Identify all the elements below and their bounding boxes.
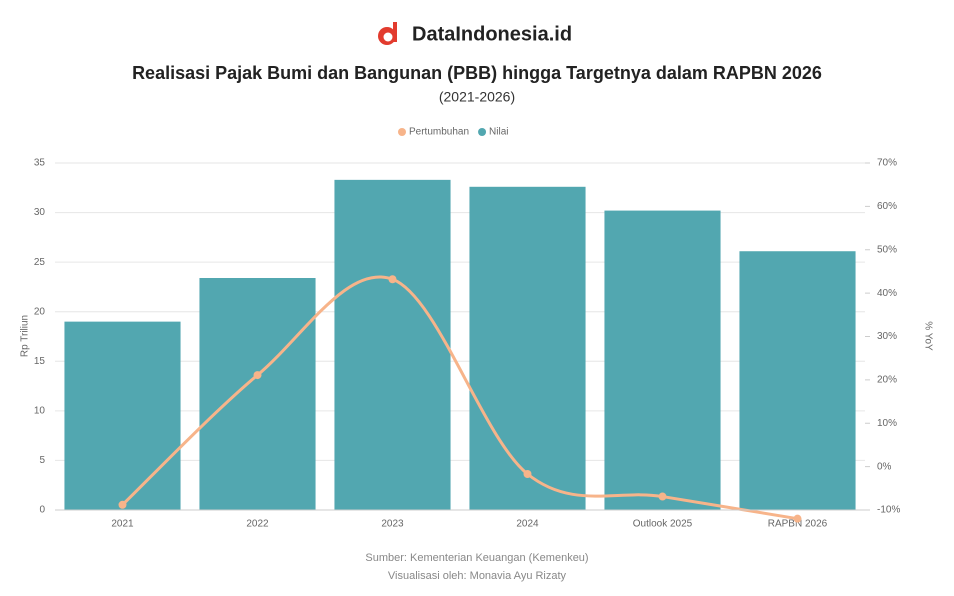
bar xyxy=(739,251,856,511)
y2-tick-label: 0% xyxy=(877,461,892,472)
bar xyxy=(199,278,316,510)
bar xyxy=(334,179,451,510)
y-axis-label: Rp Triliun xyxy=(20,315,31,357)
y2-tick-label: 10% xyxy=(877,418,897,429)
point xyxy=(658,492,667,501)
chart-subtitle: (2021-2026) xyxy=(439,89,515,105)
x-tick-label: Outlook 2025 xyxy=(633,519,693,530)
y-tick-label: 35 xyxy=(34,158,46,169)
y2-tick-label: 20% xyxy=(877,375,897,386)
y-tick-label: 30 xyxy=(34,207,46,218)
y2-tick-label: 30% xyxy=(877,331,897,342)
y-tick-label: 10 xyxy=(34,405,46,416)
y2-tick-label: -10% xyxy=(877,505,900,516)
y2-tick-label: 70% xyxy=(877,158,897,169)
x-tick-label: 2022 xyxy=(246,519,269,530)
x-tick-label: RAPBN 2026 xyxy=(768,519,828,530)
x-tick-label: 2021 xyxy=(111,519,134,530)
y2-tick-label: 50% xyxy=(877,244,897,255)
y-tick-label: 15 xyxy=(34,356,46,367)
chart-title: Realisasi Pajak Bumi dan Bangunan (PBB) … xyxy=(132,63,822,83)
point xyxy=(388,275,397,284)
y-tick-label: 25 xyxy=(34,257,46,268)
legend-swatch xyxy=(398,128,406,136)
point xyxy=(523,469,532,478)
point xyxy=(118,500,127,509)
x-tick-label: 2023 xyxy=(381,519,404,530)
legend-swatch xyxy=(478,128,487,136)
legend-label: Pertumbuhan xyxy=(409,127,469,138)
y-tick-label: 0 xyxy=(39,505,45,516)
bar xyxy=(469,186,586,510)
brand: DataIndonesia.id xyxy=(412,23,572,45)
bar xyxy=(64,321,181,510)
x-tick-label: 2024 xyxy=(516,519,539,530)
y-tick-label: 5 xyxy=(39,455,45,466)
y2-axis-label: % YoY xyxy=(922,321,933,351)
point xyxy=(253,371,262,380)
bar xyxy=(604,210,721,511)
credit: Visualisasi oleh: Monavia Ayu Rizaty xyxy=(388,570,567,582)
y2-tick-label: 40% xyxy=(877,288,897,299)
legend-label: Nilai xyxy=(489,127,508,138)
y-tick-label: 20 xyxy=(34,306,46,317)
y2-tick-label: 60% xyxy=(877,201,897,212)
point xyxy=(793,514,802,523)
logo xyxy=(378,22,397,45)
source: Sumber: Kementerian Keuangan (Kemenkeu) xyxy=(365,552,588,564)
